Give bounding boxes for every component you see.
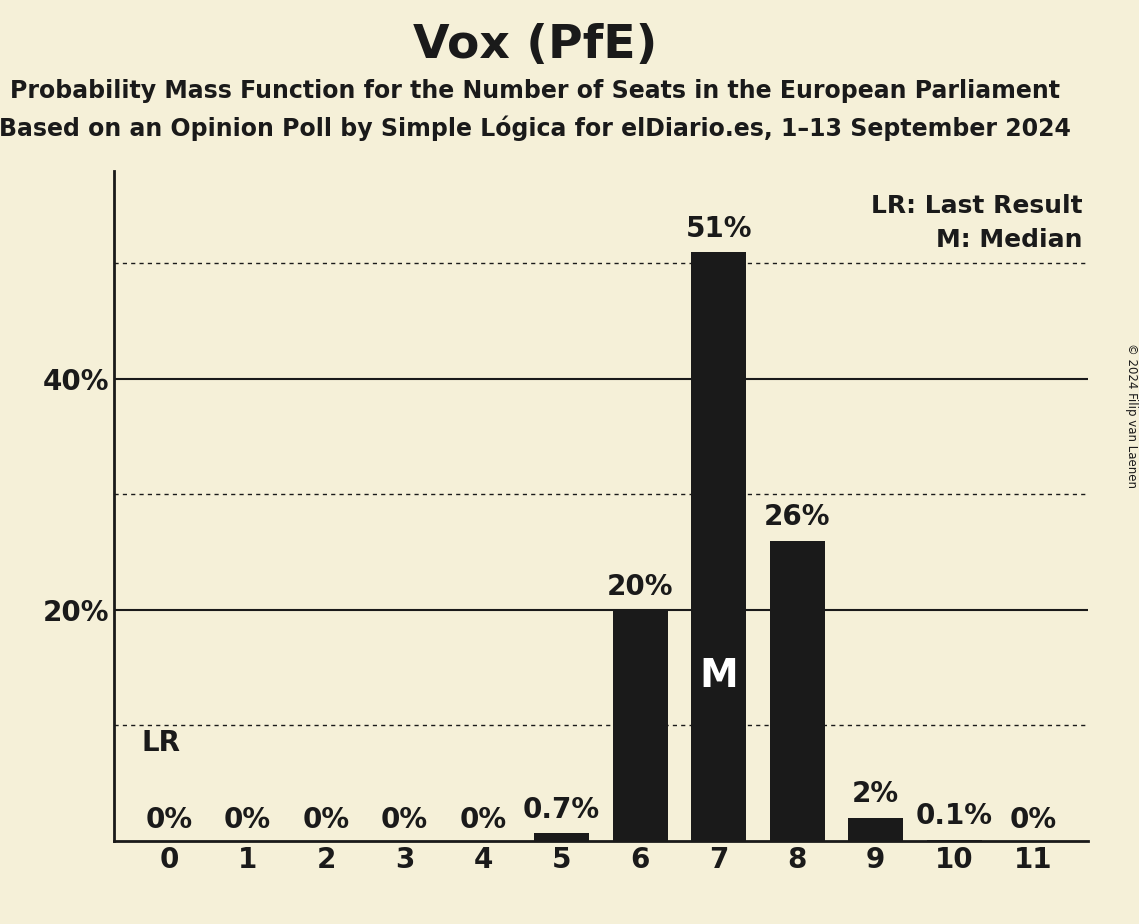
Text: Based on an Opinion Poll by Simple Lógica for elDiario.es, 1–13 September 2024: Based on an Opinion Poll by Simple Lógic…: [0, 116, 1072, 141]
Text: 0%: 0%: [1009, 806, 1056, 834]
Text: LR: Last Result: LR: Last Result: [871, 194, 1083, 218]
Text: 20%: 20%: [607, 573, 673, 601]
Text: M: M: [699, 657, 738, 695]
Text: LR: LR: [141, 729, 180, 757]
Bar: [849, 818, 903, 841]
Text: Vox (PfE): Vox (PfE): [413, 23, 657, 68]
Bar: [927, 840, 982, 841]
Text: 0%: 0%: [146, 806, 192, 834]
Text: 0.1%: 0.1%: [916, 802, 993, 831]
Text: © 2024 Filip van Laenen: © 2024 Filip van Laenen: [1124, 344, 1138, 488]
Bar: [534, 833, 589, 841]
Bar: [770, 541, 825, 841]
Text: 51%: 51%: [686, 214, 752, 243]
Bar: [691, 252, 746, 841]
Text: Probability Mass Function for the Number of Seats in the European Parliament: Probability Mass Function for the Number…: [10, 79, 1060, 103]
Text: M: Median: M: Median: [936, 228, 1083, 252]
Text: 0%: 0%: [302, 806, 350, 834]
Bar: [613, 610, 667, 841]
Text: 2%: 2%: [852, 781, 900, 808]
Text: 0%: 0%: [380, 806, 428, 834]
Text: 0%: 0%: [459, 806, 507, 834]
Text: 0.7%: 0.7%: [523, 796, 600, 823]
Text: 26%: 26%: [764, 504, 830, 531]
Text: 0%: 0%: [224, 806, 271, 834]
